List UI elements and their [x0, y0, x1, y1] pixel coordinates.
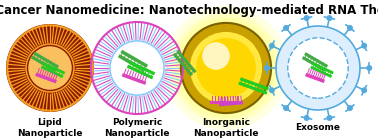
Circle shape [110, 41, 164, 95]
Bar [35, 73, 57, 83]
Bar [33, 52, 59, 68]
Bar [312, 62, 334, 74]
Circle shape [326, 115, 332, 121]
Bar [238, 81, 268, 95]
Circle shape [269, 43, 275, 49]
Text: Exosome: Exosome [296, 123, 341, 132]
Circle shape [276, 26, 360, 110]
Circle shape [347, 105, 353, 111]
Bar [304, 52, 328, 68]
Circle shape [304, 15, 310, 21]
Circle shape [288, 38, 348, 98]
Bar [129, 61, 155, 75]
Circle shape [326, 15, 332, 21]
Circle shape [361, 87, 367, 93]
Circle shape [347, 25, 353, 31]
Text: Polymeric
Nanoparticle: Polymeric Nanoparticle [104, 118, 170, 138]
Circle shape [196, 38, 256, 98]
Bar [173, 53, 193, 76]
Bar [122, 73, 146, 85]
Bar [41, 66, 64, 78]
Circle shape [304, 115, 310, 121]
Bar [127, 65, 153, 79]
Bar [305, 73, 325, 83]
Circle shape [171, 13, 281, 123]
Circle shape [269, 87, 275, 93]
Circle shape [28, 46, 73, 90]
Text: Lipid
Nanoparticle: Lipid Nanoparticle [17, 118, 83, 138]
Bar [210, 101, 238, 104]
Circle shape [175, 17, 277, 119]
Circle shape [181, 23, 271, 113]
Bar [302, 56, 326, 72]
Circle shape [105, 36, 169, 100]
Circle shape [283, 25, 289, 31]
Bar [176, 50, 197, 73]
Circle shape [164, 6, 288, 130]
Circle shape [189, 31, 263, 105]
Circle shape [264, 65, 270, 71]
Circle shape [6, 24, 94, 112]
Bar [31, 56, 57, 72]
Circle shape [25, 43, 75, 93]
Bar [219, 101, 243, 106]
Bar [310, 66, 332, 78]
Bar [240, 77, 269, 90]
Bar [42, 62, 65, 74]
Circle shape [283, 105, 289, 111]
Circle shape [202, 42, 230, 70]
Circle shape [366, 65, 372, 71]
Bar [118, 54, 146, 72]
Text: Inorganic
Nanoparticle: Inorganic Nanoparticle [193, 118, 259, 138]
Text: RNA Cancer Nanomedicine: Nanotechnology-mediated RNA Therapy: RNA Cancer Nanomedicine: Nanotechnology-… [0, 4, 378, 17]
Circle shape [361, 43, 367, 49]
Bar [120, 50, 148, 68]
